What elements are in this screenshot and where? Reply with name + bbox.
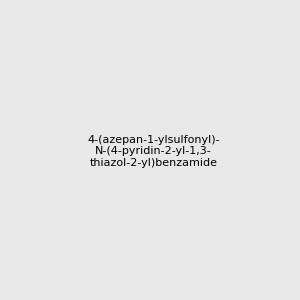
Text: 4-(azepan-1-ylsulfonyl)-
N-(4-pyridin-2-yl-1,3-
thiazol-2-yl)benzamide: 4-(azepan-1-ylsulfonyl)- N-(4-pyridin-2-… (87, 135, 220, 168)
